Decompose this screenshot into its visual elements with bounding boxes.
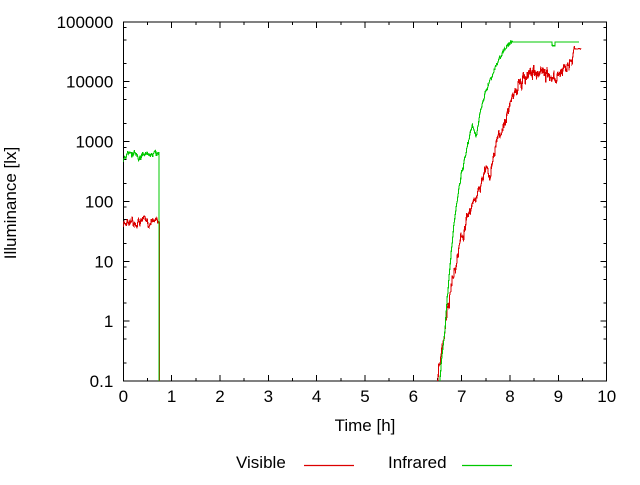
svg-text:1: 1	[104, 312, 113, 331]
svg-text:0: 0	[119, 387, 128, 406]
svg-text:1: 1	[167, 387, 176, 406]
svg-text:1000: 1000	[75, 133, 113, 152]
svg-text:Time [h]: Time [h]	[335, 416, 396, 435]
svg-text:2: 2	[215, 387, 224, 406]
svg-text:4: 4	[312, 387, 321, 406]
svg-text:10000: 10000	[66, 73, 113, 92]
svg-text:Illuminance [lx]: Illuminance [lx]	[1, 147, 20, 259]
svg-text:3: 3	[264, 387, 273, 406]
svg-text:9: 9	[554, 387, 563, 406]
svg-text:7: 7	[457, 387, 466, 406]
svg-text:100: 100	[85, 192, 113, 211]
svg-text:100000: 100000	[57, 13, 114, 32]
svg-text:0.1: 0.1	[90, 372, 114, 391]
svg-text:Visible: Visible	[236, 453, 286, 472]
svg-text:6: 6	[409, 387, 418, 406]
svg-text:5: 5	[360, 387, 369, 406]
svg-text:Infrared: Infrared	[388, 453, 447, 472]
svg-text:8: 8	[505, 387, 514, 406]
svg-text:10: 10	[597, 387, 616, 406]
svg-text:10: 10	[94, 252, 113, 271]
